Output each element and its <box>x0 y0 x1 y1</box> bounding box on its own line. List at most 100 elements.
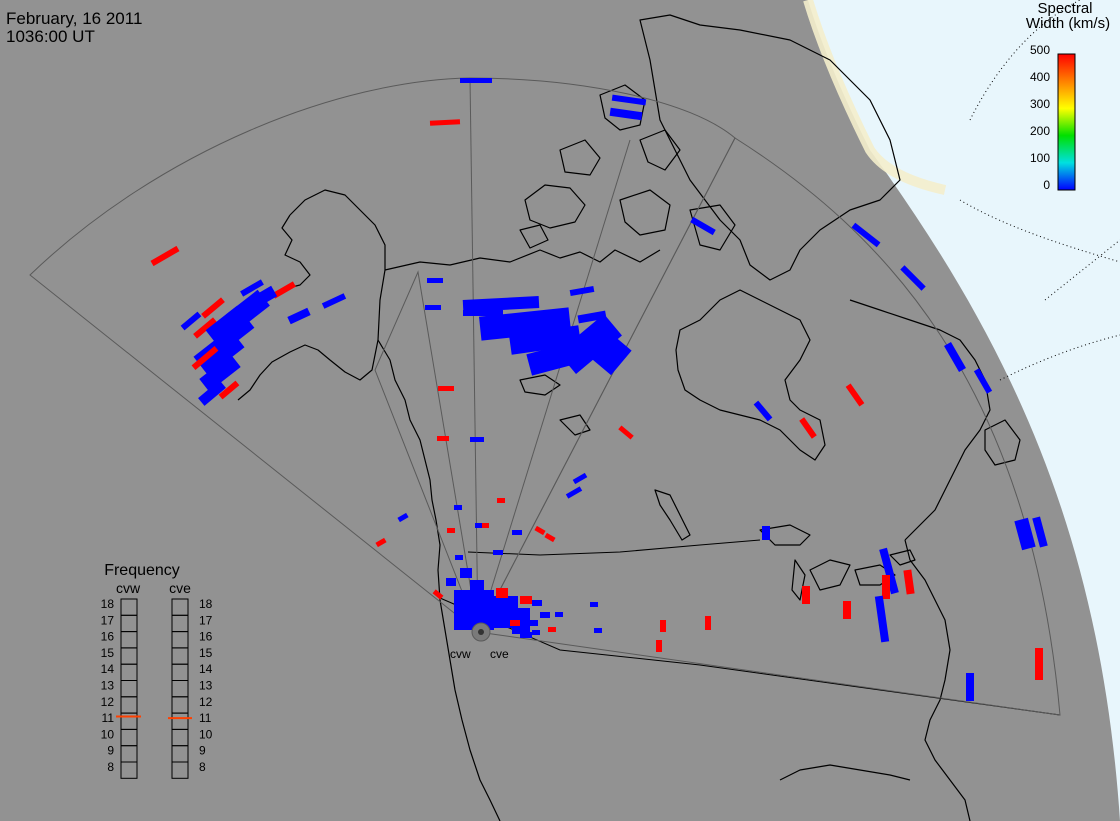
backscatter-cell-red <box>438 386 454 391</box>
frequency-ladder-cell <box>171 647 189 665</box>
radar-site-dot <box>478 629 484 635</box>
frequency-ladder-cell <box>171 614 189 633</box>
latitude-dotted-lines <box>959 0 1120 381</box>
frequency-ladder-cell <box>171 745 189 763</box>
backscatter-cell-red <box>799 417 817 439</box>
backscatter-cell-red <box>845 383 865 407</box>
backscatter-cell-blue <box>240 279 264 297</box>
frequency-ladder-cell <box>171 663 189 682</box>
backscatter-cell-red <box>656 640 662 652</box>
frequency-scale-label: 14 <box>101 662 115 676</box>
frequency-scale-label: 16 <box>101 630 115 644</box>
backscatter-cell-blue <box>594 628 602 633</box>
date-label: February, 16 2011 <box>6 9 142 28</box>
colorbar-tick: 0 <box>1043 178 1050 192</box>
backscatter-cell-red <box>705 616 711 630</box>
coastlines <box>237 14 1021 821</box>
frequency-scale-cvw: 18 17 16 15 14 13 12 11 10 9 8 <box>101 597 115 774</box>
colorbar-tick: 500 <box>1030 43 1050 57</box>
backscatter-cell-blue <box>528 620 538 626</box>
backscatter-cell-blue <box>532 630 540 635</box>
backscatter-cell-blue <box>475 523 483 528</box>
frequency-ladder-cell <box>171 680 189 698</box>
backscatter-cell-red <box>201 297 225 319</box>
backscatter-cell-blue <box>572 472 588 485</box>
frequency-ladder-cell <box>171 598 189 616</box>
backscatter-cell-red <box>482 523 489 528</box>
backscatter-cell-red <box>150 245 180 267</box>
frequency-ladder-cell <box>171 728 189 747</box>
backscatter-cell-red <box>218 380 240 400</box>
backscatter-cell-blue <box>246 285 278 311</box>
radar-label-cve: cve <box>490 647 509 661</box>
backscatter-cell-red <box>272 281 296 299</box>
frequency-ladder-cell <box>120 614 138 633</box>
backscatter-cell-blue <box>460 568 472 578</box>
frequency-scale-label: 9 <box>107 744 114 758</box>
backscatter-cell-red <box>432 589 444 600</box>
terminator-edge <box>803 0 947 195</box>
colorbar-tick: 300 <box>1030 97 1050 111</box>
frequency-scale-label: 10 <box>101 727 115 741</box>
backscatter-cell-red <box>843 601 851 619</box>
backscatter-cell-red <box>802 586 810 604</box>
colorbar-title-line1: Spectral <box>1037 0 1092 17</box>
backscatter-cell-blue <box>470 580 484 594</box>
backscatter-cell-red <box>534 525 546 536</box>
backscatter-cell-red <box>903 569 915 595</box>
backscatter-cell-blue <box>446 578 456 586</box>
frequency-ladder-cell <box>171 631 189 649</box>
frequency-scale-label: 13 <box>199 679 213 693</box>
backscatter-cell-red <box>497 498 505 503</box>
backscatter-cell-red <box>882 575 890 599</box>
backscatter-cell-blue <box>555 612 563 617</box>
backscatter-cell-blue <box>580 324 632 376</box>
backscatter-cell-blue <box>611 94 647 106</box>
backscatter-cell-blue <box>512 530 522 535</box>
backscatter-cell-blue <box>287 307 311 325</box>
colorbar-tick: 400 <box>1030 70 1050 84</box>
frequency-scale-label: 8 <box>199 760 206 774</box>
frequency-ladder-cell <box>120 631 138 649</box>
frequency-ladder-cell <box>120 680 138 698</box>
backscatter-cell-blue <box>454 505 462 510</box>
frequency-ladder-cell <box>120 728 138 747</box>
colorbar-gradient <box>1057 53 1076 191</box>
backscatter-cell-blue <box>762 526 770 540</box>
frequency-ladder-cvw <box>120 598 138 779</box>
frequency-title: Frequency <box>104 562 180 579</box>
backscatter-cell-blue <box>512 608 530 634</box>
frequency-scale-label: 16 <box>199 630 213 644</box>
backscatter-cell-red <box>660 620 666 632</box>
frequency-scale-label: 18 <box>101 597 115 611</box>
backscatter-cell-blue <box>966 673 974 701</box>
backscatter-cell-red <box>193 317 217 339</box>
backscatter-cell-red <box>191 346 219 370</box>
frequency-ladder-cell <box>120 761 138 779</box>
time-label: 1036:00 UT <box>6 27 95 46</box>
frequency-ladder-cve <box>171 598 189 779</box>
frequency-ladder-cell <box>171 696 189 714</box>
backscatter-cell-red <box>520 596 532 604</box>
radar-sites: cvw cve <box>450 622 509 661</box>
backscatter-cell-blue <box>204 364 234 390</box>
backscatter-cell-red <box>618 425 634 440</box>
backscatter-cell-red <box>496 588 508 598</box>
frequency-scale-label: 9 <box>199 744 206 758</box>
backscatter-cell-blue <box>397 512 409 523</box>
backscatter-cell-blue <box>565 486 583 499</box>
frequency-scale-label: 14 <box>199 662 213 676</box>
backscatter-cell-blue <box>1032 516 1048 548</box>
daylight-region <box>808 0 1120 821</box>
backscatter-cell-blue <box>851 222 881 248</box>
backscatter-cell-blue <box>590 602 598 607</box>
frequency-ladder-cell <box>120 745 138 763</box>
backscatter-cell-blue <box>690 216 716 236</box>
backscatter-cell-blue <box>753 400 773 422</box>
frequency-ladder-cell <box>171 712 189 730</box>
backscatter-cell-blue <box>532 600 542 606</box>
backscatter-cell-blue <box>470 437 484 442</box>
backscatter-cell-blue <box>944 342 966 372</box>
radar-label-cvw: cvw <box>450 647 471 661</box>
colorbar: Spectral Width (km/s) 500 400 300 200 10… <box>1026 0 1110 192</box>
